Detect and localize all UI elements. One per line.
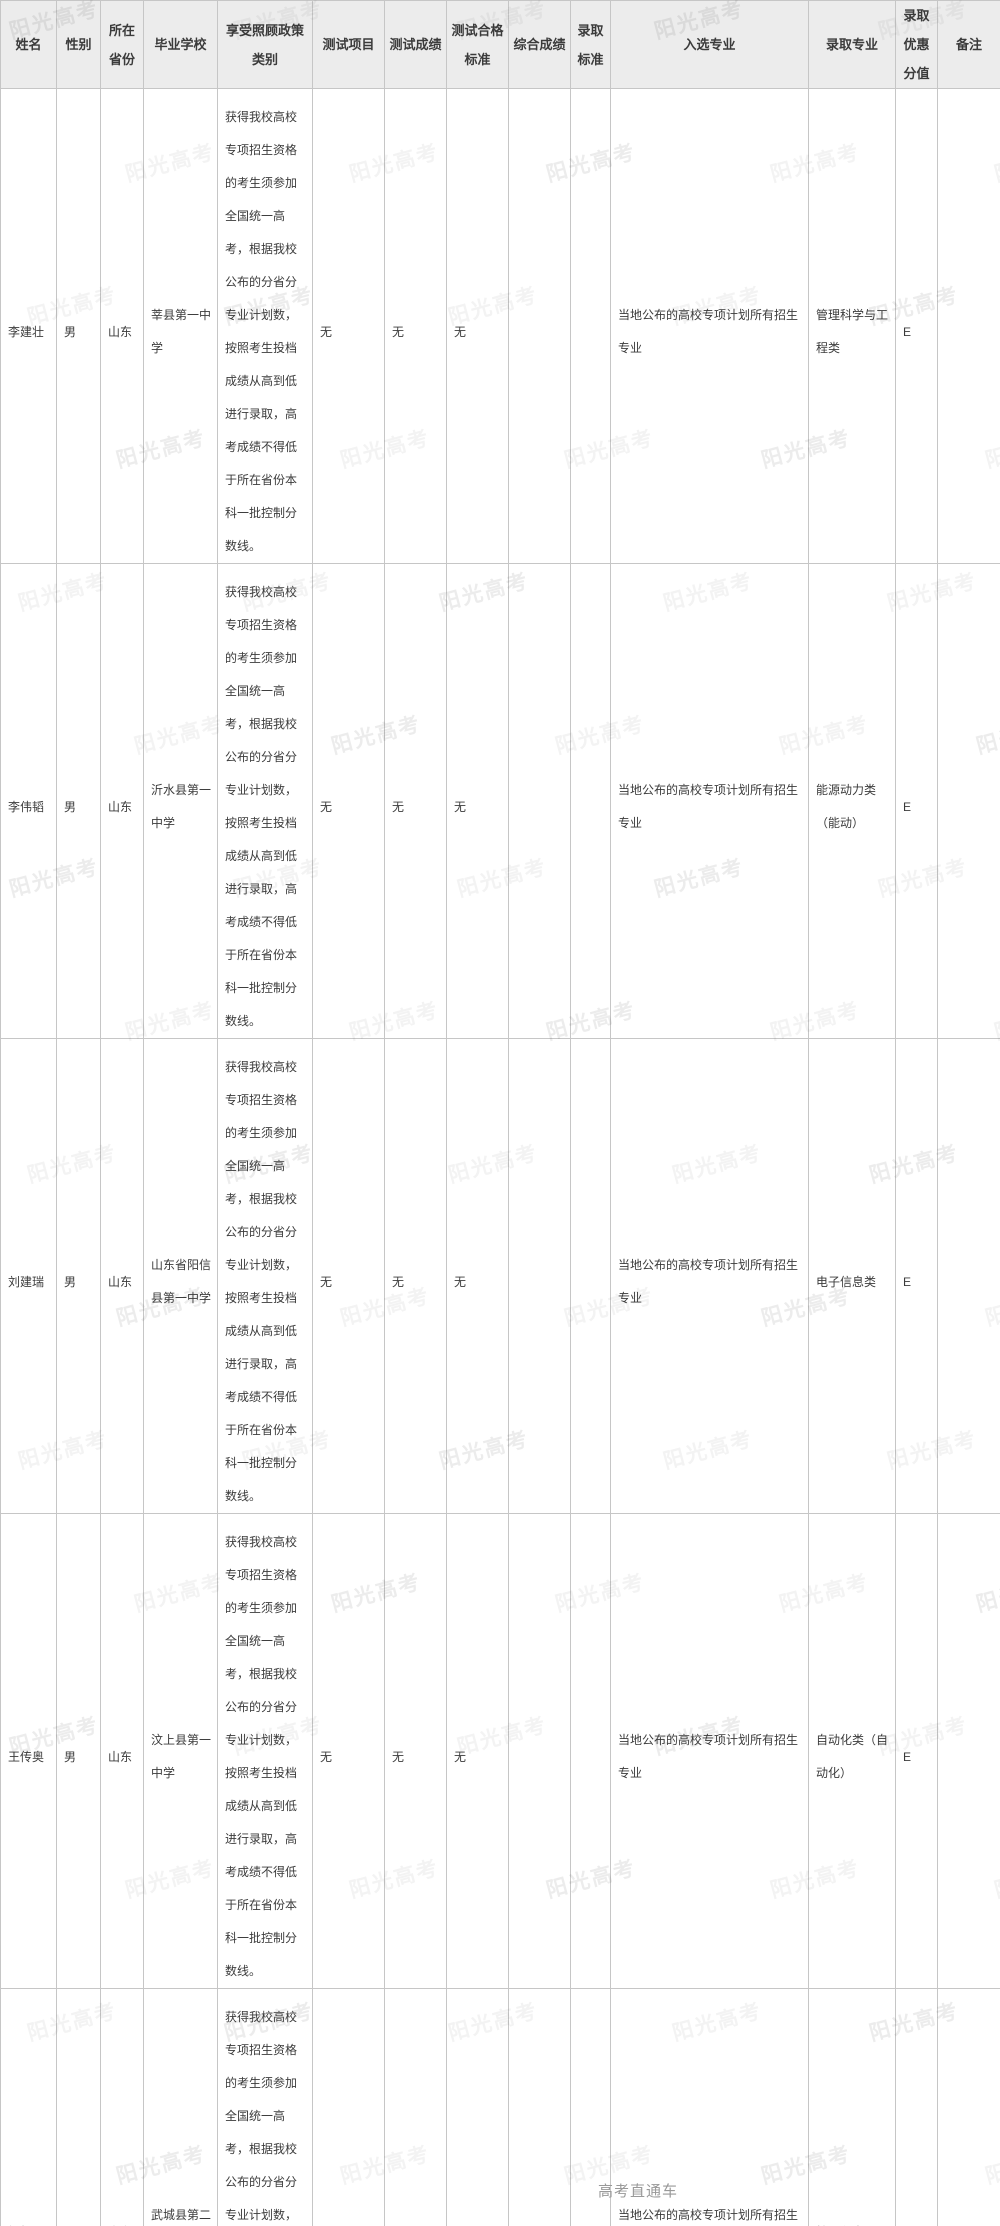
cell-admission-standard (570, 563, 611, 1039)
header-row: 姓名 性别 所在 省份 毕业学校 享受照顾政策 类别 测试项目 测试成绩 测试合格 标准 综合成… (0, 0, 1000, 89)
column-header-gender: 性别 (56, 0, 101, 89)
cell-policy: 获得我校高校专项招生资格的考生须参加全国统一高考，根据我校公布的分省分专业计划数… (217, 88, 313, 564)
table-row: 刘建瑞男山东 山东省阳信县第一中学 获得我校高校专项招生资格的考生须参加全国统一高考… (0, 1038, 1000, 1514)
cell-province: 山东 (100, 1988, 144, 2226)
cell-name: 杨毅 (0, 1988, 57, 2226)
cell-comprehensive-score (508, 1988, 571, 2226)
column-header-province: 所在 省份 (100, 0, 144, 89)
cell-test-standard: 无 (446, 1988, 509, 2226)
cell-province: 山东 (100, 1038, 144, 1514)
column-header-school: 毕业学校 (143, 0, 218, 89)
site-watermark-footer: 高考直通车 (598, 2183, 679, 2200)
cell-admitted-major: 自动化类（自动化） (808, 1513, 896, 1989)
cell-remark (937, 88, 1000, 564)
cell-admitted-major: 管理科学与工程类 (808, 88, 896, 564)
cell-policy: 获得我校高校专项招生资格的考生须参加全国统一高考，根据我校公布的分省分专业计划数… (217, 1038, 313, 1514)
cell-test-item: 无 (312, 1988, 385, 2226)
cell-gender: 男 (56, 1513, 101, 1989)
table-body: 李建壮男山东 莘县第一中学 获得我校高校专项招生资格的考生须参加全国统一高考，根据我… (0, 88, 1000, 2226)
cell-selected-major: 当地公布的高校专项计划所有招生专业 (610, 563, 809, 1039)
cell-province: 山东 (100, 88, 144, 564)
cell-name: 李伟韬 (0, 563, 57, 1039)
cell-test-score: 无 (384, 88, 447, 564)
cell-test-standard: 无 (446, 1513, 509, 1989)
cell-gender: 男 (56, 563, 101, 1039)
cell-policy: 获得我校高校专项招生资格的考生须参加全国统一高考，根据我校公布的分省分专业计划数… (217, 563, 313, 1039)
column-header-admitted-major: 录取专业 (808, 0, 896, 89)
cell-name: 王传奥 (0, 1513, 57, 1989)
cell-admitted-major: 能源动力类（能动） (808, 563, 896, 1039)
cell-test-score: 无 (384, 1988, 447, 2226)
cell-school: 沂水县第一中学 (143, 563, 218, 1039)
cell-province: 山东 (100, 563, 144, 1039)
table-row: 李伟韬男山东 沂水县第一中学 获得我校高校专项招生资格的考生须参加全国统一高考，根据… (0, 563, 1000, 1039)
cell-comprehensive-score (508, 1513, 571, 1989)
cell-bonus-points: E (895, 88, 938, 564)
table-row: 李建壮男山东 莘县第一中学 获得我校高校专项招生资格的考生须参加全国统一高考，根据我… (0, 88, 1000, 564)
cell-bonus-points: E (895, 1988, 938, 2226)
cell-admitted-major: 电子信息类 (808, 1038, 896, 1514)
column-header-selected-major: 入选专业 (610, 0, 809, 89)
cell-policy: 获得我校高校专项招生资格的考生须参加全国统一高考，根据我校公布的分省分专业计划数… (217, 1988, 313, 2226)
cell-admitted-major: 核工程类 (808, 1988, 896, 2226)
column-header-admission-standard: 录取 标准 (570, 0, 611, 89)
cell-gender: 男 (56, 1038, 101, 1514)
cell-test-item: 无 (312, 1513, 385, 1989)
cell-remark (937, 1513, 1000, 1989)
column-header-test-item: 测试项目 (312, 0, 385, 89)
cell-bonus-points: E (895, 1513, 938, 1989)
cell-test-score: 无 (384, 1038, 447, 1514)
cell-policy: 获得我校高校专项招生资格的考生须参加全国统一高考，根据我校公布的分省分专业计划数… (217, 1513, 313, 1989)
column-header-comprehensive-score: 综合成绩 (508, 0, 571, 89)
column-header-remark: 备注 (937, 0, 1000, 89)
cell-school: 汶上县第一中学 (143, 1513, 218, 1989)
cell-comprehensive-score (508, 88, 571, 564)
column-header-bonus-points: 录取 优惠 分值 (895, 0, 938, 89)
column-header-test-score: 测试成绩 (384, 0, 447, 89)
cell-gender: 男 (56, 1988, 101, 2226)
cell-remark (937, 563, 1000, 1039)
cell-admission-standard (570, 1513, 611, 1989)
cell-test-item: 无 (312, 563, 385, 1039)
cell-selected-major: 当地公布的高校专项计划所有招生专业 (610, 88, 809, 564)
cell-test-score: 无 (384, 563, 447, 1039)
cell-school: 山东省阳信县第一中学 (143, 1038, 218, 1514)
cell-name: 刘建瑞 (0, 1038, 57, 1514)
cell-selected-major: 当地公布的高校专项计划所有招生专业 (610, 1038, 809, 1514)
cell-name: 李建壮 (0, 88, 57, 564)
cell-admission-standard (570, 88, 611, 564)
cell-gender: 男 (56, 88, 101, 564)
cell-province: 山东 (100, 1513, 144, 1989)
cell-test-standard: 无 (446, 563, 509, 1039)
cell-school: 莘县第一中学 (143, 88, 218, 564)
cell-selected-major: 当地公布的高校专项计划所有招生专业 (610, 1988, 809, 2226)
cell-bonus-points: E (895, 563, 938, 1039)
cell-bonus-points: E (895, 1038, 938, 1514)
cell-test-standard: 无 (446, 88, 509, 564)
column-header-test-standard: 测试合格 标准 (446, 0, 509, 89)
cell-comprehensive-score (508, 563, 571, 1039)
cell-school: 武城县第二中学 (143, 1988, 218, 2226)
column-header-policy: 享受照顾政策 类别 (217, 0, 313, 89)
cell-test-standard: 无 (446, 1038, 509, 1514)
cell-remark (937, 1988, 1000, 2226)
cell-admission-standard (570, 1988, 611, 2226)
column-header-name: 姓名 (0, 0, 57, 89)
cell-selected-major: 当地公布的高校专项计划所有招生专业 (610, 1513, 809, 1989)
cell-test-item: 无 (312, 88, 385, 564)
cell-admission-standard (570, 1038, 611, 1514)
cell-remark (937, 1038, 1000, 1514)
cell-test-score: 无 (384, 1513, 447, 1989)
table-row: 王传奥男山东 汶上县第一中学 获得我校高校专项招生资格的考生须参加全国统一高考，根据… (0, 1513, 1000, 1989)
cell-comprehensive-score (508, 1038, 571, 1514)
cell-test-item: 无 (312, 1038, 385, 1514)
table-row: 杨毅男山东武城县第二中学获得我校高校专项招生资格的考生须参加全国统一高考，根据我… (0, 1988, 1000, 2226)
